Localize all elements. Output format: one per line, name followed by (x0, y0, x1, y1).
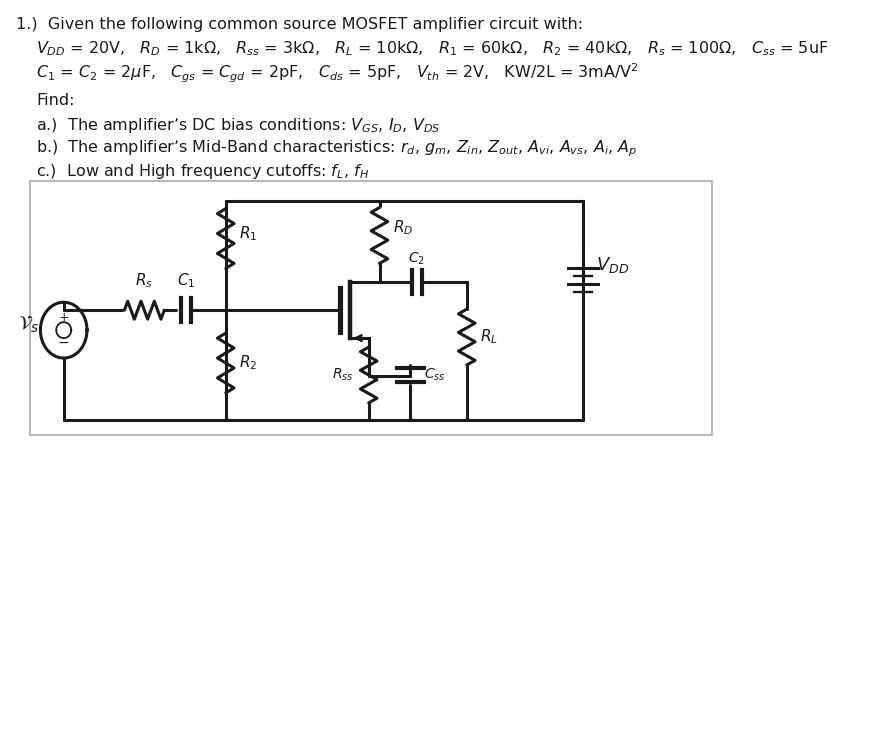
Text: $R_s$: $R_s$ (135, 272, 153, 291)
Text: $R_1$: $R_1$ (239, 224, 257, 243)
Text: a.)  The amplifier’s DC bias conditions: $V_{GS}$, $I_D$, $V_{DS}$: a.) The amplifier’s DC bias conditions: … (36, 116, 440, 135)
Text: b.)  The amplifier’s Mid-Band characteristics: $r_d$, $g_m$, $Z_{in}$, $Z_{out}$: b.) The amplifier’s Mid-Band characteris… (36, 139, 638, 159)
Text: $C_1$: $C_1$ (176, 272, 195, 291)
Text: c.)  Low and High frequency cutoffs: $f_L$, $f_H$: c.) Low and High frequency cutoffs: $f_L… (36, 162, 369, 181)
Text: $R_{ss}$: $R_{ss}$ (332, 366, 353, 383)
Text: $V_{DD}$: $V_{DD}$ (596, 255, 630, 275)
Text: $R_L$: $R_L$ (480, 328, 498, 347)
Bar (31, 181, 712, 435)
Text: −: − (58, 336, 69, 350)
Text: $V_{DD}$ = 20V,   $R_D$ = 1k$\Omega$,   $R_{ss}$ = 3k$\Omega$,   $R_L$ = 10k$\Om: $V_{DD}$ = 20V, $R_D$ = 1k$\Omega$, $R_{… (36, 39, 829, 58)
Text: $\mathcal{V}_s$: $\mathcal{V}_s$ (18, 315, 39, 335)
Text: $R_D$: $R_D$ (393, 218, 413, 237)
Text: 1.)  Given the following common source MOSFET amplifier circuit with:: 1.) Given the following common source MO… (17, 18, 583, 32)
Text: $C_1$ = $C_2$ = 2$\mu$F,   $C_{gs}$ = $C_{gd}$ = 2pF,   $C_{ds}$ = 5pF,   $V_{th: $C_1$ = $C_2$ = 2$\mu$F, $C_{gs}$ = $C_{… (36, 62, 639, 85)
Text: Find:: Find: (36, 93, 75, 108)
Text: $C_{ss}$: $C_{ss}$ (424, 366, 446, 383)
Text: $R_2$: $R_2$ (239, 353, 257, 372)
Text: $C_2$: $C_2$ (409, 251, 425, 267)
Text: +: + (59, 311, 69, 323)
